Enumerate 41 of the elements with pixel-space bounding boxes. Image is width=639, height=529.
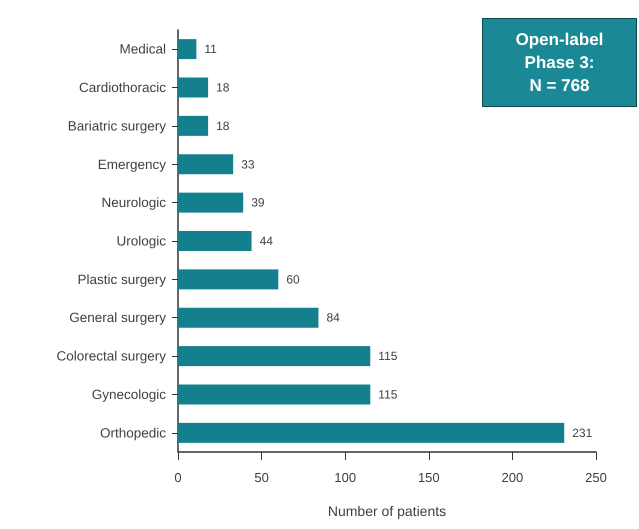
data-label: 44 xyxy=(260,234,274,248)
y-tick-label: Urologic xyxy=(116,234,166,248)
bar xyxy=(178,422,564,443)
x-tick-label: 150 xyxy=(418,470,440,485)
x-tick-label: 250 xyxy=(585,470,607,485)
y-tick-label: Medical xyxy=(119,42,166,57)
y-tick-label: Colorectal surgery xyxy=(56,348,166,364)
data-label: 60 xyxy=(286,272,300,286)
bar xyxy=(178,269,278,290)
y-tick-label: Orthopedic xyxy=(100,425,166,440)
bar xyxy=(178,192,244,213)
bar xyxy=(178,78,208,98)
y-tick-label: Gynecologic xyxy=(92,386,166,402)
bar xyxy=(178,308,318,328)
x-axis-title: Number of patients xyxy=(328,503,446,519)
x-tick-label: 100 xyxy=(334,470,356,485)
y-tick-label: Cardiothoracic xyxy=(78,80,166,96)
bar xyxy=(178,39,196,60)
x-tick-label: 200 xyxy=(502,470,524,485)
y-tick-label: Neurologic xyxy=(101,195,166,210)
bar xyxy=(178,384,370,404)
data-label: 33 xyxy=(241,157,255,172)
data-label: 18 xyxy=(216,80,230,95)
y-tick-label: Emergency xyxy=(98,156,166,172)
y-tick-label: General surgery xyxy=(69,310,166,326)
data-label: 84 xyxy=(326,310,340,325)
data-label: 18 xyxy=(216,118,230,133)
data-label: 39 xyxy=(251,196,265,210)
x-tick-label: 0 xyxy=(174,470,182,485)
bar xyxy=(178,231,252,251)
y-tick-label: Bariatric surgery xyxy=(68,118,166,134)
data-label: 11 xyxy=(204,42,218,56)
text-box: Open-label Phase 3: N = 768 xyxy=(482,18,637,107)
bar xyxy=(178,116,208,136)
data-label: 115 xyxy=(378,349,398,364)
bar xyxy=(178,154,234,174)
bar xyxy=(178,346,370,366)
x-tick-label: 50 xyxy=(254,470,269,485)
data-label: 231 xyxy=(572,426,593,440)
data-label: 115 xyxy=(378,387,398,402)
y-tick-label: Plastic surgery xyxy=(77,272,166,287)
